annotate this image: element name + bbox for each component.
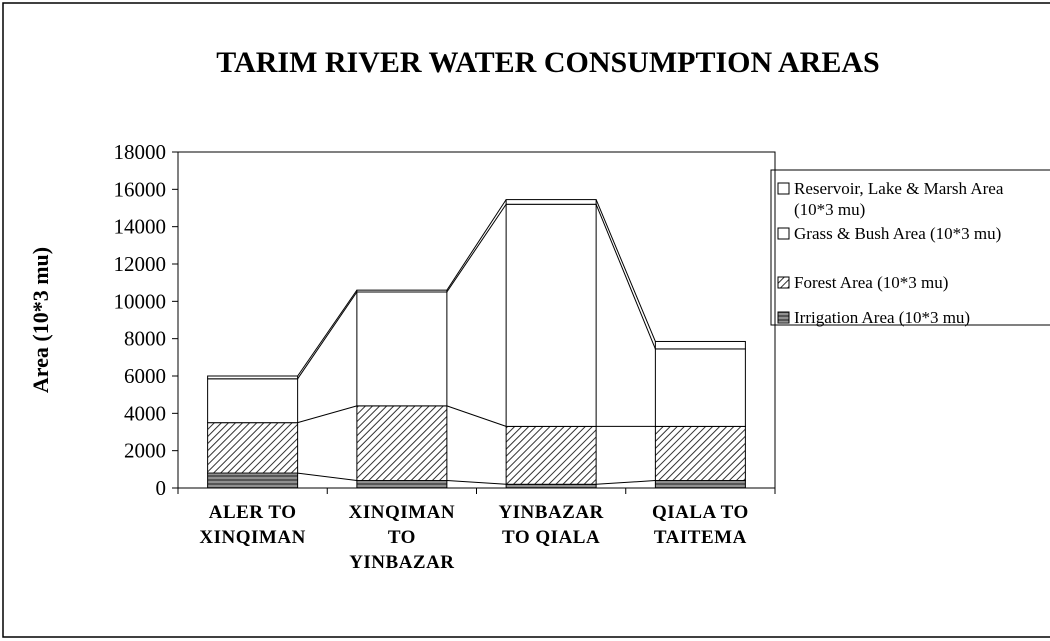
y-axis-label: Area (10*3 mu) [28, 247, 53, 393]
legend-swatch [777, 227, 790, 240]
bar-segment [654, 425, 746, 482]
legend-label: Grass & Bush Area (10*3 mu) [794, 224, 1002, 243]
y-tick-label: 4000 [124, 401, 166, 425]
series-line [297, 289, 358, 377]
bar-segment [356, 480, 448, 489]
series-line [446, 405, 507, 427]
bar-segment [207, 378, 299, 424]
y-tick-label: 8000 [124, 327, 166, 351]
legend-label: Forest Area (10*3 mu) [794, 273, 949, 292]
y-tick-label: 12000 [114, 252, 167, 276]
bar-segment [356, 289, 448, 293]
x-tick-label: XINQIMAN TO YINBAZAR [348, 502, 456, 573]
bar-segment [654, 348, 746, 427]
chart-title: TARIM RIVER WATER CONSUMPTION AREAS [216, 46, 879, 79]
legend-box [770, 169, 1050, 326]
bar-segment [207, 422, 299, 474]
bar-segment [505, 203, 597, 427]
legend-swatch [777, 311, 790, 324]
x-tick-label: ALER TO XINQIMAN [199, 502, 306, 548]
bar-segment [207, 375, 299, 380]
series-line [595, 204, 656, 350]
bar-segment [356, 405, 448, 482]
legend-label: Irrigation Area (10*3 mu) [794, 308, 971, 327]
bar-segment [654, 340, 746, 350]
series-line [297, 405, 358, 424]
legend-label: Reservoir, Lake & Marsh Area (10*3 mu) [794, 179, 1004, 219]
legend-swatch [777, 276, 790, 289]
bar-segment [505, 199, 597, 205]
y-tick-label: 16000 [114, 177, 167, 201]
bar-segment [654, 480, 746, 489]
series-line [596, 480, 656, 485]
series-line [297, 291, 358, 380]
y-tick-label: 14000 [114, 215, 167, 239]
legend-swatch [777, 182, 790, 195]
x-tick-label: QIALA TO TAITEMA [651, 502, 749, 548]
series-line [446, 203, 507, 293]
series-line [446, 199, 507, 291]
series-line [297, 472, 357, 482]
x-tick-label: YINBAZAR TO QIALA [498, 502, 604, 548]
bar-segment [505, 483, 597, 489]
y-tick-label: 0 [156, 476, 167, 500]
y-tick-label: 2000 [124, 439, 166, 463]
y-tick-label: 10000 [114, 289, 167, 313]
series-line [595, 199, 656, 342]
bar-segment [207, 472, 299, 489]
bar-segment [356, 291, 448, 407]
bar-segment [505, 425, 597, 485]
y-tick-label: 18000 [114, 140, 167, 164]
y-tick-label: 6000 [124, 364, 166, 388]
series-line [446, 480, 507, 485]
